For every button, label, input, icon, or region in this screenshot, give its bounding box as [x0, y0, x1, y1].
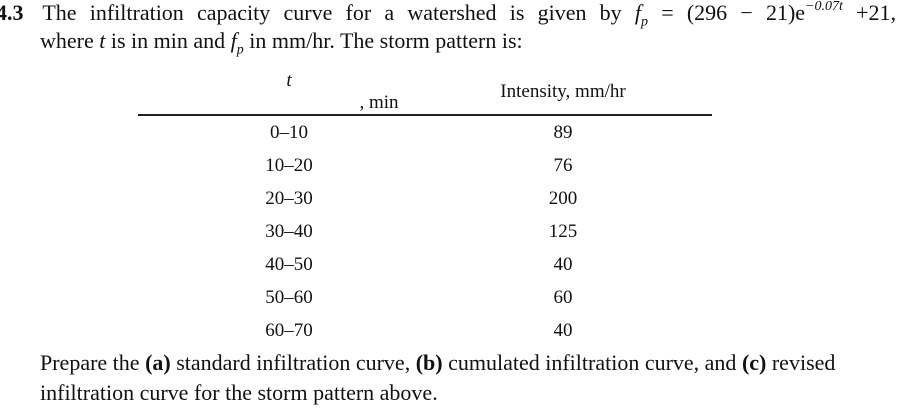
line2-text: in mm/hr. The storm pattern is:: [249, 28, 523, 53]
table-row: 40–50 40: [265, 253, 573, 275]
part-a-label: (a): [145, 350, 171, 375]
table-row: 30–40 125: [265, 220, 578, 242]
equation-end: +21,: [856, 0, 897, 25]
table-row: 20–30 200: [265, 187, 578, 209]
f-symbol: fp: [634, 0, 649, 30]
storm-pattern-table: t, min Intensity, mm/hr 0–10 89 10–20 76 2…: [138, 70, 712, 347]
problem-number: 4.3: [0, 0, 24, 25]
part-b-label: (b): [415, 350, 443, 375]
question-paragraph: Prepare the (a) standard infiltration cu…: [40, 350, 836, 405]
problem-text: The infiltration capacity curve for a wa…: [42, 0, 622, 25]
problem-statement-line1: 4.3 The infiltration capacity curve for …: [0, 0, 897, 30]
table-row: 60–70 40: [265, 319, 573, 341]
line2-text: where: [40, 28, 94, 53]
header-time: t, min: [138, 70, 428, 116]
problem-statement-line2: where t is in min and fp in mm/hr. The s…: [40, 28, 523, 58]
table-row: 0–10 89: [270, 121, 573, 143]
exponent: −0.07t: [805, 0, 843, 14]
line2-text: is in min and: [110, 28, 226, 53]
t-variable: t: [99, 28, 106, 53]
part-c-label: (c): [741, 350, 767, 375]
table-row: 10–20 76: [265, 154, 573, 176]
table-header-row: t, min Intensity, mm/hr: [138, 70, 712, 116]
f-symbol: fp: [230, 28, 244, 58]
equation-rhs: = (296 − 21)e: [661, 0, 806, 25]
header-intensity: Intensity, mm/hr: [428, 70, 712, 116]
table-row: 50–60 60: [265, 286, 573, 308]
